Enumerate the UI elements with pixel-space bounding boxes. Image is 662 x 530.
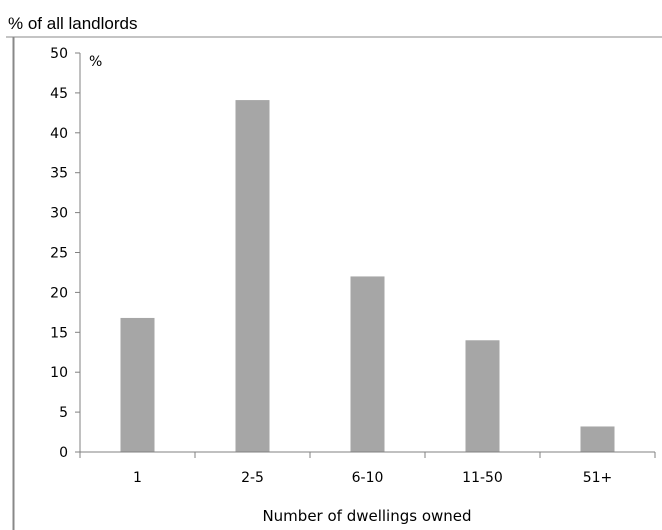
y-tick-label: 40 [50,126,68,142]
y-tick-label: 35 [50,166,68,182]
y-tick-label: 45 [50,86,68,102]
x-tick-label: 51+ [583,470,613,486]
y-tick-label: 10 [50,365,68,381]
y-axis-ticks: 0 5 10 15 20 25 30 35 40 45 50 [50,46,80,461]
y-tick-label: 15 [50,325,68,341]
y-tick-label: 30 [50,206,68,222]
y-tick-label: 20 [50,285,68,301]
x-tick-label: 2-5 [241,470,264,486]
bar-51+ [580,426,615,452]
bars-group [120,100,615,452]
x-axis-ticks: 1 2-5 6-10 11-50 51+ [79,452,656,486]
x-axis-title: Number of dwellings owned [262,507,471,525]
y-tick-label: 5 [59,405,68,421]
x-tick-label: 1 [133,470,142,486]
y-tick-label: 25 [50,246,68,262]
x-tick-label: 6-10 [352,470,384,486]
y-tick-label: 50 [50,46,68,62]
chart-title: % of all landlords [8,14,137,33]
bar-1 [120,317,155,452]
bar-6-10 [350,276,385,452]
x-tick-label: 11-50 [462,470,503,486]
y-tick-label: 0 [59,445,68,461]
bar-2-5 [235,100,270,452]
unit-label: % [89,54,102,70]
bar-11-50 [465,340,500,452]
